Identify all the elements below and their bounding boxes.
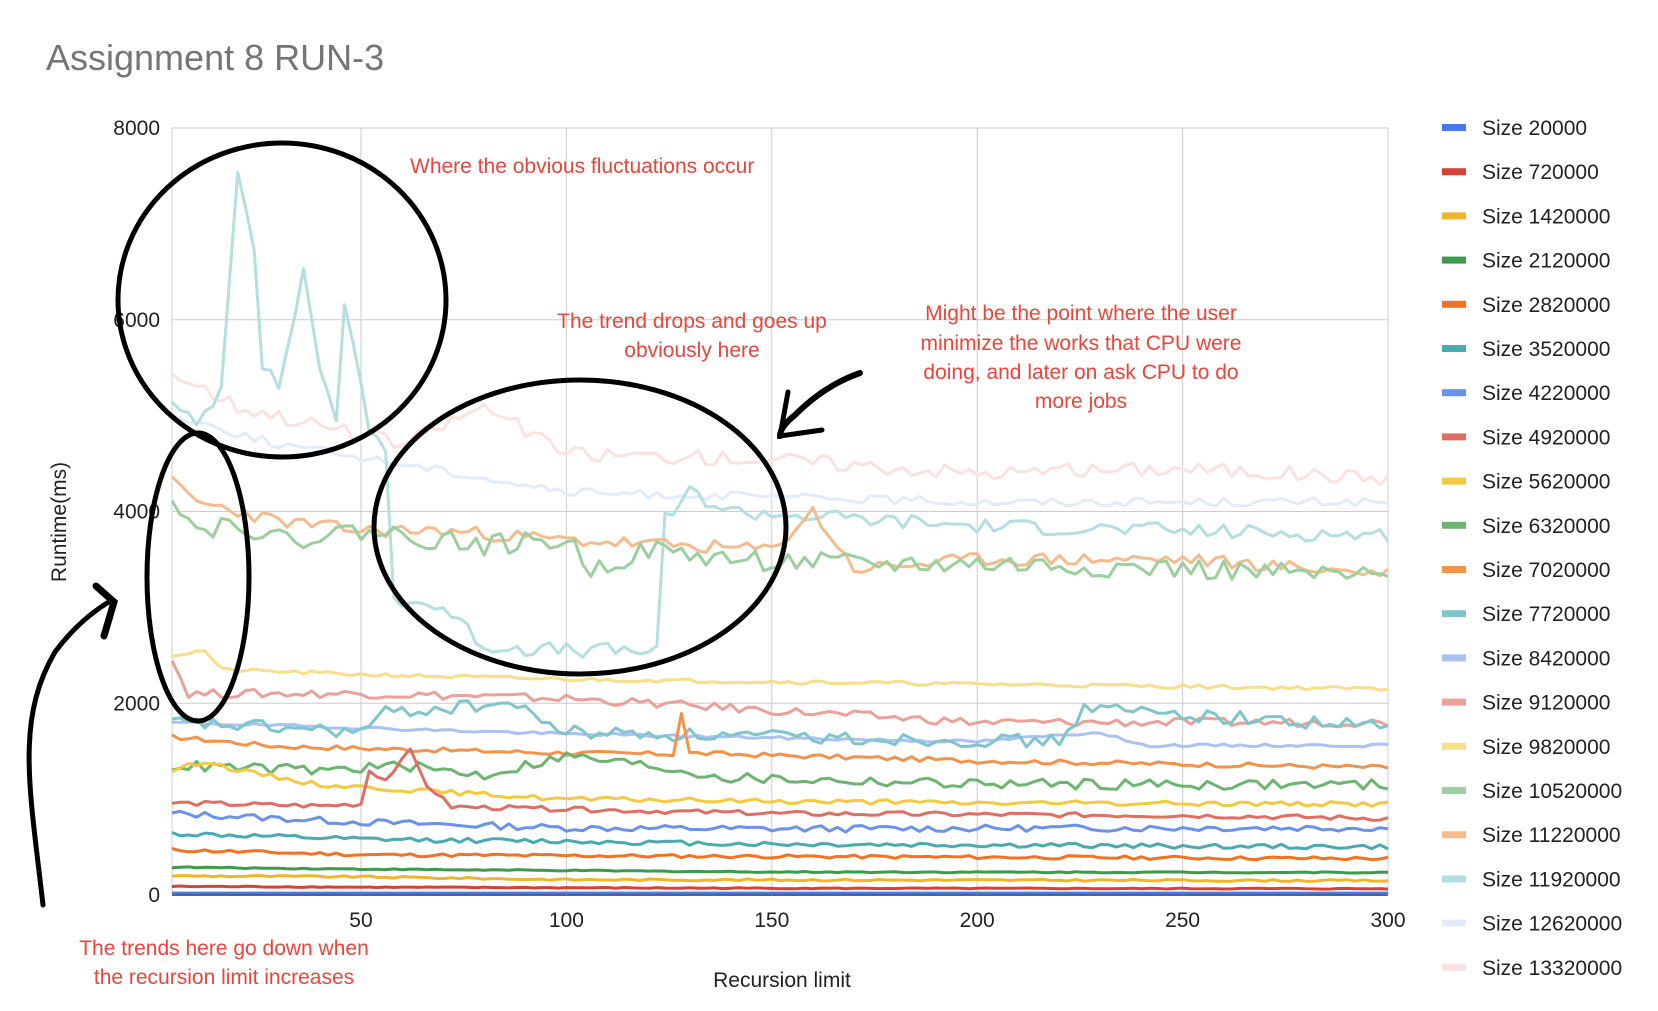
fluctuation-circle bbox=[115, 140, 449, 460]
legend-label-18: Size 12620000 bbox=[1482, 913, 1622, 936]
legend-label-10: Size 7020000 bbox=[1482, 559, 1610, 582]
legend-swatch-7 bbox=[1442, 433, 1466, 441]
axis-layer: 0 2000 4000 6000 8000 50 100 150 200 250 300 bbox=[113, 117, 1405, 932]
arrow-head-curved bbox=[92, 582, 118, 640]
annotation-trend-line2: obviously here bbox=[624, 339, 759, 362]
series-line-2 bbox=[171, 874, 1389, 883]
legend-label-14: Size 9820000 bbox=[1482, 736, 1610, 759]
legend-label-6: Size 4220000 bbox=[1482, 382, 1610, 405]
legend-swatch-12 bbox=[1442, 654, 1466, 662]
legend-label-4: Size 2820000 bbox=[1482, 294, 1610, 317]
y-tick-label-3: 6000 bbox=[113, 309, 160, 332]
legend-swatch-15 bbox=[1442, 787, 1466, 794]
annotation-down-line1: The trends here go down when bbox=[79, 937, 369, 960]
legend-swatch-16 bbox=[1442, 831, 1466, 839]
annotation-cpu-line2: minimize the works that CPU were bbox=[921, 332, 1242, 355]
annotations: Where the obvious fluctuations occur The… bbox=[79, 155, 1241, 989]
legend-label-12: Size 8420000 bbox=[1482, 647, 1610, 670]
y-tick-label-4: 8000 bbox=[113, 117, 160, 140]
y-axis-label: Runtime(ms) bbox=[48, 462, 71, 582]
y-tick-label-2: 4000 bbox=[113, 501, 160, 524]
arrow-head-right bbox=[776, 389, 825, 439]
x-tick-label-2: 150 bbox=[754, 909, 789, 932]
arrow-shaft-curved bbox=[26, 597, 115, 908]
y-tick-label-1: 2000 bbox=[113, 692, 160, 715]
annotation-down-line2: the recursion limit increases bbox=[94, 966, 354, 989]
legend-swatch-5 bbox=[1442, 345, 1466, 352]
series-line-13 bbox=[170, 660, 1389, 729]
x-tick-label-1: 100 bbox=[549, 909, 584, 932]
series-line-14 bbox=[171, 649, 1389, 692]
x-axis-label: Recursion limit bbox=[713, 969, 851, 992]
legend-swatch-11 bbox=[1442, 610, 1466, 618]
series-line-5 bbox=[171, 831, 1389, 851]
annotation-trend-line1: The trend drops and goes up bbox=[557, 310, 827, 333]
chart-title: Assignment 8 RUN-3 bbox=[46, 37, 384, 78]
legend-swatch-8 bbox=[1442, 477, 1466, 485]
legend-swatch-2 bbox=[1442, 212, 1466, 220]
legend-label-15: Size 10520000 bbox=[1482, 780, 1622, 803]
legend-swatch-19 bbox=[1442, 963, 1466, 971]
legend-label-9: Size 6320000 bbox=[1482, 515, 1610, 538]
legend-swatch-13 bbox=[1442, 698, 1466, 706]
legend-swatch-0 bbox=[1442, 124, 1466, 131]
legend-label-0: Size 20000 bbox=[1482, 117, 1587, 140]
trend-drop-circle bbox=[371, 377, 789, 677]
legend-label-8: Size 5620000 bbox=[1482, 471, 1610, 494]
legend-label-3: Size 2120000 bbox=[1482, 250, 1610, 273]
series-line-8 bbox=[171, 761, 1389, 808]
legend-label-1: Size 720000 bbox=[1482, 161, 1599, 184]
series-line-7 bbox=[171, 747, 1389, 822]
legend-swatch-10 bbox=[1442, 566, 1466, 573]
annotation-sketches bbox=[26, 140, 863, 908]
legend-label-11: Size 7720000 bbox=[1482, 603, 1610, 626]
legend-swatch-3 bbox=[1442, 256, 1466, 264]
x-tick-label-0: 50 bbox=[349, 909, 372, 932]
series-line-12 bbox=[172, 720, 1389, 749]
legend: Size 20000 Size 720000 Size 1420000 Size 21… bbox=[1442, 117, 1622, 980]
legend-swatch-4 bbox=[1442, 300, 1466, 308]
x-tick-label-3: 200 bbox=[960, 909, 995, 932]
x-tick-label-5: 300 bbox=[1370, 909, 1405, 932]
legend-label-16: Size 11220000 bbox=[1482, 824, 1621, 847]
annotation-fluctuations: Where the obvious fluctuations occur bbox=[410, 155, 754, 178]
series-line-10 bbox=[171, 712, 1389, 770]
legend-swatch-1 bbox=[1442, 168, 1466, 176]
legend-swatch-17 bbox=[1442, 875, 1466, 883]
legend-label-17: Size 11920000 bbox=[1482, 868, 1621, 891]
series-line-9 bbox=[171, 751, 1389, 791]
legend-swatch-9 bbox=[1442, 521, 1466, 529]
series-line-4 bbox=[171, 847, 1389, 862]
series-line-1 bbox=[171, 884, 1389, 891]
legend-swatch-18 bbox=[1442, 919, 1466, 927]
legend-label-5: Size 3520000 bbox=[1482, 338, 1610, 361]
early-trend-circle bbox=[144, 430, 252, 724]
legend-swatch-6 bbox=[1442, 389, 1466, 397]
annotation-cpu-line3: doing, and later on ask CPU to do bbox=[923, 361, 1238, 384]
legend-swatch-14 bbox=[1442, 742, 1466, 750]
legend-label-7: Size 4920000 bbox=[1482, 426, 1610, 449]
annotation-cpu-line4: more jobs bbox=[1035, 390, 1127, 413]
x-tick-label-4: 250 bbox=[1165, 909, 1200, 932]
legend-label-2: Size 1420000 bbox=[1482, 205, 1610, 228]
legend-label-13: Size 9120000 bbox=[1482, 692, 1610, 715]
legend-label-19: Size 13320000 bbox=[1482, 957, 1622, 980]
series-line-11 bbox=[171, 699, 1389, 749]
series-line-6 bbox=[171, 809, 1389, 834]
y-tick-label-0: 0 bbox=[148, 884, 160, 907]
series-line-17 bbox=[170, 170, 1390, 659]
series-line-3 bbox=[171, 865, 1389, 875]
annotation-cpu-line1: Might be the point where the user bbox=[925, 302, 1237, 325]
